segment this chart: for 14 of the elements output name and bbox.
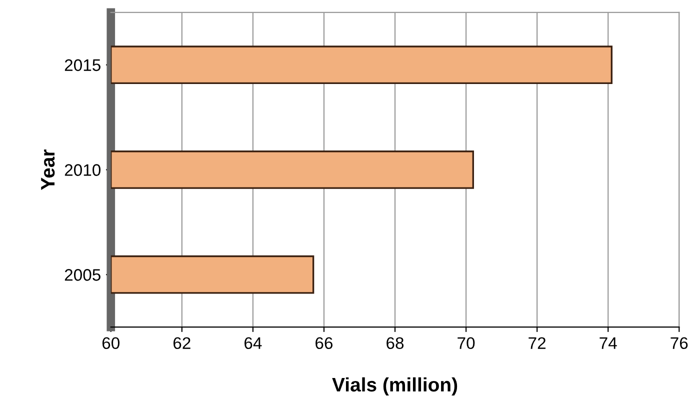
x-tick-label: 68 — [386, 337, 404, 350]
x-tick-label: 62 — [173, 337, 190, 350]
y-tick-label: 2015 — [64, 59, 100, 72]
x-tick-label: 60 — [102, 337, 120, 350]
x-tick-label: 74 — [600, 337, 617, 349]
x-tick-label: 70 — [458, 337, 475, 350]
x-tick-label: 64 — [244, 337, 262, 350]
y-tick-label: 2010 — [64, 164, 101, 176]
y-axis-title: Year — [41, 149, 55, 190]
x-tick-label: 66 — [316, 337, 333, 350]
x-axis-title: Vials (million) — [332, 377, 458, 396]
y-tick-label: 2005 — [64, 269, 100, 281]
x-tick-label: 72 — [528, 337, 546, 349]
x-tick-label: 76 — [670, 337, 688, 350]
